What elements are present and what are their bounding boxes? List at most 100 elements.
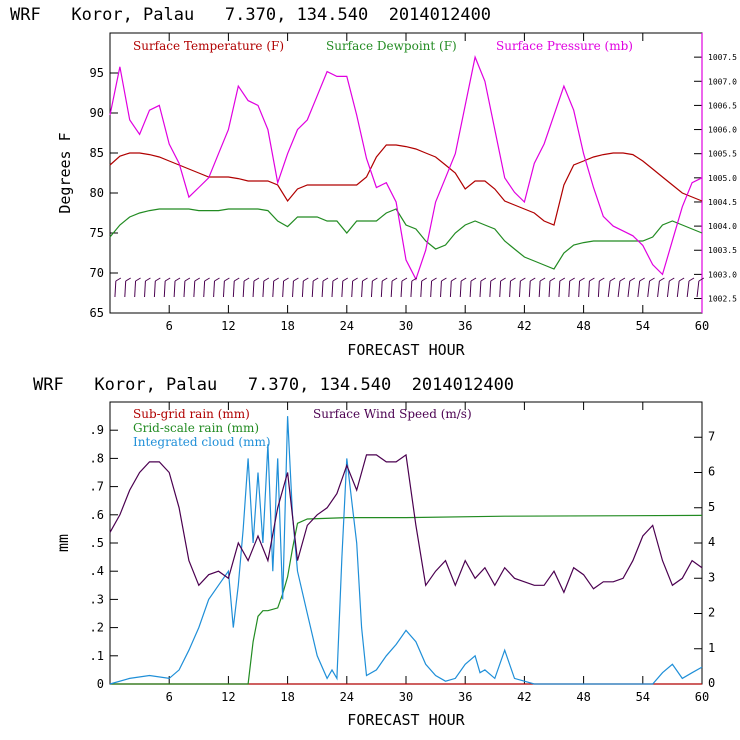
legend-surface-temperature: Surface Temperature (F) [133,39,284,53]
wind-barb-feather [174,277,181,282]
legend-surface-pressure: Surface Pressure (mb) [496,39,633,53]
top-x-tick-label: 12 [221,319,235,333]
wind-barb-staff [331,280,334,298]
wind-barb-staff [341,280,344,298]
series-surface-dewpoint-f-line [109,208,703,270]
wind-barb-feather [649,277,655,282]
wind-barb-staff [558,280,561,298]
wind-barb-feather [115,277,122,282]
wind-barb-feather [411,277,418,282]
bottom-y-tick-label: .3 [90,592,104,606]
wind-barb-feather [520,277,526,282]
wind-barbs [114,277,705,298]
top-y-axis-label: Degrees F [56,132,74,213]
wind-barb-staff [222,280,225,298]
wind-barb-feather [589,277,595,282]
wind-barb-feather [184,277,191,282]
legend-surface-wind-speed: Surface Wind Speed (m/s) [313,407,472,421]
top-y2-tick-label: 1007.0 [708,77,737,86]
top-y2-tick-label: 1005.5 [708,150,737,159]
bottom-x-tick-label: 54 [636,690,650,704]
bottom-y2-tick-label: 3 [708,570,715,584]
wind-barb-staff [361,280,363,298]
wind-barb-staff [134,280,137,298]
wind-barb-feather [312,277,319,282]
wind-barb-feather [332,277,339,282]
wind-barb-feather [599,277,605,282]
top-chart: WRF Koror, Palau 7.370, 134.540 20140124… [10,5,737,359]
legend-gridscale-rain: Grid-scale rain (mm) [133,421,259,435]
bottom-y2-tick-label: 1 [708,641,715,655]
top-legend: Surface Temperature (F) Surface Dewpoint… [133,39,633,53]
wind-barb-feather [539,277,546,282]
bottom-x-tick-label: 48 [576,690,590,704]
wind-barb-staff [153,280,156,298]
wind-barb-staff [489,280,492,298]
bottom-x-tick-label: 36 [458,690,472,704]
series-surface-pressure-mb-line [109,55,703,281]
wind-barb-staff [686,280,690,298]
wind-barb-staff [400,280,403,298]
top-x-tick-label: 60 [695,319,709,333]
wind-barb-feather [460,277,467,282]
top-x-tick-label: 48 [576,319,590,333]
wind-barb-staff [499,280,502,298]
top-chart-title: WRF Koror, Palau 7.370, 134.540 20140124… [10,5,491,25]
wind-barb-staff [449,280,452,298]
wind-barb-feather [155,277,161,282]
wind-barb-staff [528,280,531,298]
bottom-y-tick-label: 0 [97,677,104,691]
top-y-tick-label: 95 [90,66,104,80]
wind-barb-staff [666,280,670,298]
wind-barb-staff [410,280,413,298]
wind-barb-staff [232,280,235,298]
wind-barb-feather [342,277,349,282]
wind-barb-feather [224,277,230,282]
wind-barb-staff [390,280,393,298]
wind-barb-feather [204,277,210,282]
bottom-y2-tick-label: 4 [708,535,715,549]
wind-barb-staff [479,280,482,298]
wind-barb-feather [678,277,685,282]
wind-barb-feather [500,277,506,282]
top-x-tick-label: 18 [280,319,294,333]
wind-barb-staff [657,280,660,298]
top-y2-tick-label: 1007.5 [708,53,737,62]
top-y2-tick-label: 1006.0 [708,126,737,135]
top-y-tick-label: 85 [90,146,104,160]
bottom-y2-tick-label: 7 [708,429,715,443]
bottom-series [109,416,703,685]
wind-barb-feather [253,277,260,282]
series-surface-wind-speed-m-s-line [109,453,703,594]
wind-barb-feather [293,277,299,282]
bottom-y2-tick-label: 6 [708,465,715,479]
bottom-y-tick-label: .6 [90,508,104,522]
bottom-x-tick-label: 24 [340,690,354,704]
bottom-y-tick-label: .7 [90,480,104,494]
wind-barb-feather [194,277,201,282]
wind-barb-staff [469,280,472,298]
bottom-x-tick-label: 6 [166,690,173,704]
wind-barb-staff [193,280,196,298]
top-y-tick-label: 80 [90,186,104,200]
wind-barb-feather [480,277,487,282]
wind-barb-feather [401,277,408,282]
wind-barb-feather [243,277,250,282]
wind-barb-feather [698,277,705,282]
wind-barb-staff [252,280,255,298]
wind-barb-staff [301,280,304,298]
wind-barb-feather [135,277,141,282]
wind-barb-staff [548,280,551,298]
wind-barb-staff [163,280,166,298]
bottom-y-tick-label: .4 [90,564,104,578]
wind-barb-feather [391,277,398,282]
bottom-chart: WRF Koror, Palau 7.370, 134.540 20140124… [33,375,715,729]
top-y2-tick-label: 1004.0 [708,222,737,231]
wind-barb-staff [321,280,324,298]
wind-barb-feather [569,277,575,282]
wind-barb-feather [688,277,695,282]
bottom-chart-title: WRF Koror, Palau 7.370, 134.540 20140124… [33,375,514,395]
wind-barb-staff [647,280,651,298]
bottom-y-tick-label: .8 [90,451,104,465]
